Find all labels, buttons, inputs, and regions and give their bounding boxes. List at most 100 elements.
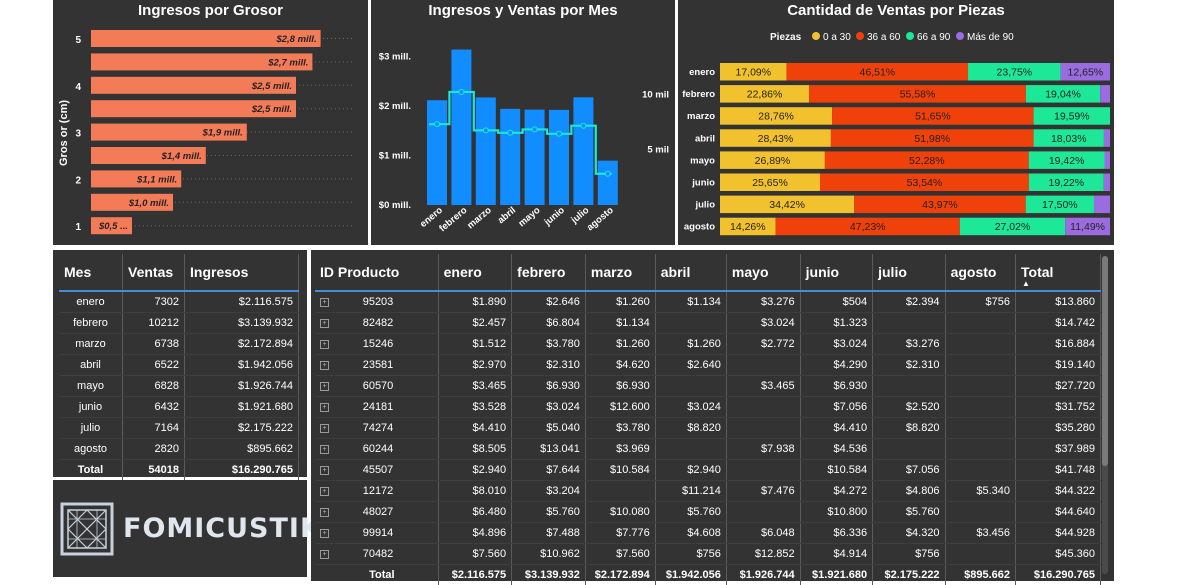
- piezas-legend-item[interactable]: Más de 90: [967, 32, 1014, 43]
- product-id-cell: +60570: [315, 376, 438, 397]
- sort-ascending-icon[interactable]: ▲: [1022, 279, 1030, 288]
- product-table-row[interactable]: +70482$7.560$10.962$7.560$756$12.852$4.9…: [315, 544, 1101, 565]
- mes-col-header[interactable]: Mes: [59, 254, 123, 291]
- product-value-cell: $31.752: [1016, 397, 1101, 418]
- product-value-cell: $6.048: [726, 523, 800, 544]
- product-value-cell: $3.969: [585, 439, 655, 460]
- mes-ingresos-bar[interactable]: [598, 161, 618, 205]
- product-table-row[interactable]: +82482$2.457$6.804$1.134$3.024$1.323$14.…: [315, 313, 1101, 334]
- expand-plus-icon[interactable]: +: [320, 340, 329, 349]
- product-value-cell: [585, 481, 655, 502]
- ventas-cell: 6828: [123, 376, 185, 397]
- product-value-cell: $1.512: [438, 334, 512, 355]
- product-col-header[interactable]: junio: [800, 254, 872, 291]
- product-table-row[interactable]: +60244$8.505$13.041$3.969$7.938$4.536$37…: [315, 439, 1101, 460]
- product-table-row[interactable]: +74274$4.410$5.040$3.780$8.820$4.410$8.8…: [315, 418, 1101, 439]
- ventas-col-header[interactable]: Ventas: [123, 254, 185, 291]
- product-table-row[interactable]: +48027$6.480$5.760$10.080$5.760$10.800$5…: [315, 502, 1101, 523]
- mes-ventas-point[interactable]: [532, 127, 537, 132]
- piezas-segment[interactable]: [1104, 174, 1110, 192]
- product-table-row[interactable]: +95203$1.890$2.646$1.260$1.134$3.276$504…: [315, 291, 1101, 313]
- grosor-bar-label: $2,5 mill.: [251, 81, 292, 92]
- product-col-header[interactable]: Total▲: [1016, 254, 1101, 291]
- product-col-header[interactable]: enero: [438, 254, 512, 291]
- piezas-segment[interactable]: [1105, 151, 1110, 169]
- product-value-cell: $7.938: [726, 439, 800, 460]
- piezas-legend-item[interactable]: 66 a 90: [917, 32, 951, 43]
- product-col-header[interactable]: abril: [655, 254, 726, 291]
- expand-plus-icon[interactable]: +: [320, 487, 329, 496]
- mes-ventas-point[interactable]: [605, 171, 610, 176]
- product-value-cell: $1.260: [655, 334, 726, 355]
- product-col-header[interactable]: mayo: [726, 254, 800, 291]
- piezas-segment-label: 51,65%: [915, 111, 951, 123]
- piezas-legend-item[interactable]: 36 a 60: [867, 32, 901, 43]
- product-value-cell: $44.928: [1016, 523, 1101, 544]
- expand-plus-icon[interactable]: +: [320, 445, 329, 454]
- product-table-row[interactable]: +24181$3.528$3.024$12.600$3.024$7.056$2.…: [315, 397, 1101, 418]
- expand-plus-icon[interactable]: +: [320, 319, 329, 328]
- scrollbar-thumb[interactable]: [1102, 256, 1108, 466]
- product-id-cell: +48027: [315, 502, 438, 523]
- piezas-segment-label: 52,28%: [909, 155, 945, 167]
- expand-plus-icon[interactable]: +: [320, 466, 329, 475]
- expand-plus-icon[interactable]: +: [320, 529, 329, 538]
- product-col-header[interactable]: julio: [873, 254, 945, 291]
- piezas-segment[interactable]: [1100, 85, 1110, 103]
- product-table-row[interactable]: +60570$3.465$6.930$6.930$3.465$6.930$27.…: [315, 376, 1101, 397]
- expand-plus-icon[interactable]: +: [320, 424, 329, 433]
- mes-ingresos-bar[interactable]: [573, 97, 593, 205]
- product-table-scrollbar[interactable]: [1102, 256, 1108, 574]
- mes-ventas-point[interactable]: [483, 128, 488, 133]
- piezas-segment[interactable]: [1094, 196, 1110, 214]
- product-col-header[interactable]: agosto: [945, 254, 1015, 291]
- product-value-cell: $5.340: [945, 481, 1015, 502]
- product-value-cell: $3.276: [873, 334, 945, 355]
- mes-ingresos-bar[interactable]: [427, 100, 447, 205]
- mes-ingresos-bar[interactable]: [500, 109, 520, 205]
- product-total-cell: $895.662: [945, 565, 1015, 585]
- mes-ingresos-bar[interactable]: [525, 110, 545, 205]
- grosor-bar-chart: Gros or (cm) $2,8 mill.$2,7 mill.$2,5 mi…: [53, 0, 368, 245]
- product-value-cell: $3.780: [585, 418, 655, 439]
- mes-ingresos-bar[interactable]: [549, 110, 569, 205]
- expand-plus-icon[interactable]: +: [320, 382, 329, 391]
- mes-ventas-point[interactable]: [508, 130, 513, 135]
- ingresos-col-header[interactable]: Ingresos: [185, 254, 299, 291]
- product-id-cell: +74274: [315, 418, 438, 439]
- product-table-row[interactable]: +99914$4.896$7.488$7.776$4.608$6.048$6.3…: [315, 523, 1101, 544]
- product-table-row[interactable]: +12172$8.010$3.204$11.214$7.476$4.272$4.…: [315, 481, 1101, 502]
- ventas-cell: 6522: [123, 355, 185, 376]
- mes-ingresos-bar[interactable]: [476, 97, 496, 205]
- mes-ventas-point[interactable]: [435, 122, 440, 127]
- product-table-row[interactable]: +15246$1.512$3.780$1.260$1.260$2.772$3.0…: [315, 334, 1101, 355]
- piezas-legend-item[interactable]: 0 a 30: [823, 32, 851, 43]
- piezas-segment[interactable]: [1104, 129, 1110, 147]
- product-col-header[interactable]: febrero: [512, 254, 586, 291]
- product-table-row[interactable]: +45507$2.940$7.644$10.584$2.940$10.584$7…: [315, 460, 1101, 481]
- product-col-header[interactable]: marzo: [585, 254, 655, 291]
- grosor-y-tick: 2: [75, 175, 81, 186]
- mes-ventas-point[interactable]: [459, 89, 464, 94]
- expand-plus-icon[interactable]: +: [320, 361, 329, 370]
- product-table-row[interactable]: +23581$2.970$2.310$4.620$2.640$4.290$2.3…: [315, 355, 1101, 376]
- product-col-header[interactable]: ID Producto: [315, 254, 438, 291]
- product-value-cell: [945, 502, 1015, 523]
- expand-plus-icon[interactable]: +: [320, 403, 329, 412]
- mes-ventas-point[interactable]: [581, 123, 586, 128]
- grosor-bar-label: $1,1 mill.: [136, 174, 177, 185]
- expand-plus-icon[interactable]: +: [320, 550, 329, 559]
- expand-plus-icon[interactable]: +: [320, 508, 329, 517]
- expand-plus-icon[interactable]: +: [320, 298, 329, 307]
- mes-ventas-point[interactable]: [557, 131, 562, 136]
- mes-ingresos-bar[interactable]: [451, 50, 471, 205]
